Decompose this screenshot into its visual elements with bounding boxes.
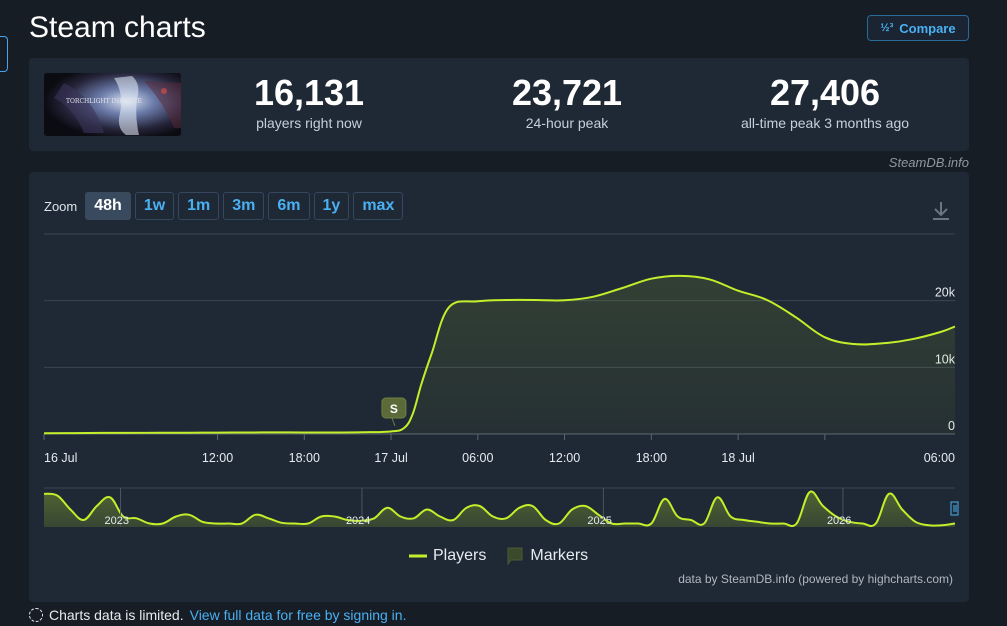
- event-marker-flag[interactable]: S: [381, 397, 407, 427]
- stat-24h-label: 24-hour peak: [525, 115, 609, 131]
- stat-current-players: 16,131 players right now: [229, 72, 389, 132]
- highcharts-credit[interactable]: data by SteamDB.info (powered by highcha…: [678, 572, 953, 586]
- download-icon[interactable]: [931, 200, 951, 222]
- zoom-1w-button[interactable]: 1w: [134, 192, 175, 220]
- navigator[interactable]: 2023 2024 2025 2026: [43, 487, 959, 528]
- page-title: Steam charts: [29, 11, 206, 44]
- navigator-area: [44, 491, 955, 527]
- legend-markers[interactable]: Markers: [506, 547, 588, 565]
- navigator-year-label: 2026: [827, 515, 851, 527]
- legend-players[interactable]: Players: [409, 547, 486, 565]
- legend-markers-flag-icon: [507, 547, 523, 565]
- sign-in-link[interactable]: View full data for free by signing in.: [189, 607, 407, 623]
- compare-icon: ½³: [880, 21, 894, 34]
- y-tick-label: 20k: [935, 286, 956, 300]
- legend-players-label: Players: [433, 547, 487, 564]
- x-tick-label: 18 Jul: [721, 451, 754, 465]
- event-marker-label: S: [390, 402, 398, 416]
- limited-data-notice: Charts data is limited. View full data f…: [29, 607, 406, 623]
- navigator-year-label: 2025: [587, 515, 611, 527]
- game-thumbnail-title: TORCHLIGHT INFINITE: [66, 98, 142, 105]
- navigator-year-label: 2024: [346, 515, 370, 527]
- chart-panel: Zoom 48h 1w 1m 3m 6m 1y max 010k20k 16 J…: [29, 172, 969, 602]
- stats-panel: TORCHLIGHT INFINITE 16,131 players right…: [29, 58, 969, 151]
- stat-alltime-peak: 27,406 all-time peak 3 months ago: [715, 72, 935, 132]
- x-tick-label: 16 Jul: [44, 451, 77, 465]
- x-tick-label: 12:00: [549, 451, 580, 465]
- zoom-controls: Zoom 48h 1w 1m 3m 6m 1y max: [44, 192, 404, 220]
- zoom-1m-button[interactable]: 1m: [178, 192, 220, 220]
- stat-alltime-label: all-time peak 3 months ago: [740, 115, 910, 131]
- limited-info-icon: [29, 608, 43, 622]
- chart-markers: S: [381, 397, 407, 427]
- x-tick-label: 18:00: [636, 451, 667, 465]
- compare-label: Compare: [899, 20, 956, 36]
- compare-button[interactable]: ½³ Compare: [867, 15, 969, 41]
- x-tick-label: 18:00: [289, 451, 320, 465]
- stat-current-value: 16,131: [253, 72, 365, 113]
- zoom-1y-button[interactable]: 1y: [313, 192, 350, 220]
- stat-alltime-value: 27,406: [769, 72, 881, 113]
- x-tick-label: 06:00: [462, 451, 493, 465]
- chart-legend: Players Markers: [409, 547, 588, 565]
- zoom-6m-button[interactable]: 6m: [268, 192, 310, 220]
- zoom-48h-button[interactable]: 48h: [85, 192, 131, 220]
- players-line[interactable]: [43, 274, 956, 435]
- x-axis-labels: 16 Jul 12:00 18:00 17 Jul 06:00 12:00 18:00 18 …: [44, 451, 955, 465]
- game-thumbnail[interactable]: TORCHLIGHT INFINITE: [44, 73, 181, 136]
- navigator-year-label: 2023: [105, 515, 129, 527]
- side-panel-tab[interactable]: [0, 36, 8, 72]
- limited-text: Charts data is limited.: [49, 607, 184, 623]
- legend-players-icon: [409, 554, 427, 558]
- stat-24h-peak: 23,721 24-hour peak: [487, 72, 647, 132]
- stat-current-label: players right now: [256, 115, 362, 131]
- x-tick-label: 06:00: [924, 451, 955, 465]
- zoom-label: Zoom: [44, 198, 78, 214]
- zoom-max-button[interactable]: max: [353, 192, 404, 220]
- zoom-3m-button[interactable]: 3m: [223, 192, 265, 220]
- legend-markers-label: Markers: [530, 547, 589, 564]
- game-thumbnail-art: TORCHLIGHT INFINITE: [44, 73, 181, 136]
- stat-24h-value: 23,721: [511, 72, 623, 113]
- navigator-line: [43, 490, 956, 528]
- steamdb-credit-top[interactable]: SteamDB.info: [888, 155, 969, 170]
- players-area: [44, 275, 955, 434]
- x-tick-label: 12:00: [202, 451, 233, 465]
- x-tick-label: 17 Jul: [374, 451, 407, 465]
